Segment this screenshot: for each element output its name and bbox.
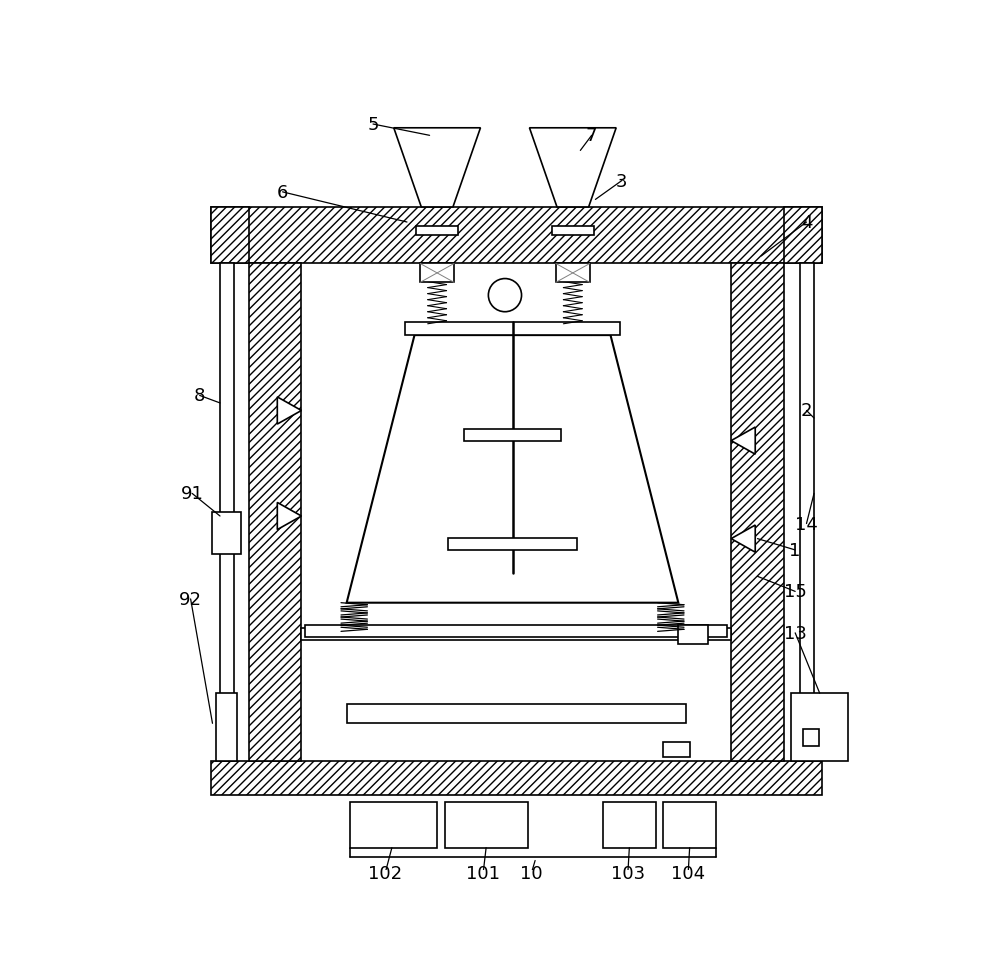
Text: 101: 101 [466,865,500,882]
Bar [211,207,249,264]
Text: 3: 3 [616,172,628,191]
Bar [556,264,590,283]
Bar [420,264,454,283]
Bar [350,803,437,848]
Polygon shape [277,397,301,424]
Bar [791,693,848,761]
Bar [803,730,819,746]
Bar [212,512,241,555]
Text: 5: 5 [367,116,379,134]
Bar [663,742,690,757]
Polygon shape [347,335,678,603]
Bar [448,538,577,551]
Text: 13: 13 [784,624,807,643]
Bar [784,207,822,264]
Text: 103: 103 [611,865,645,882]
Bar [249,264,301,761]
Bar [405,322,620,335]
Text: 15: 15 [784,583,807,600]
Text: 8: 8 [194,387,205,405]
Text: 10: 10 [520,865,543,882]
Polygon shape [277,503,301,530]
Bar [211,207,822,264]
Polygon shape [394,129,480,207]
Bar [678,625,708,645]
Bar [731,264,784,761]
Text: 92: 92 [179,591,202,608]
Bar [552,227,594,236]
Bar [305,626,727,638]
Bar [211,761,822,795]
Bar [220,264,234,761]
Circle shape [488,280,522,312]
Bar [445,803,528,848]
Bar [216,693,237,761]
Text: 91: 91 [181,485,204,503]
Text: 104: 104 [671,865,705,882]
Polygon shape [731,427,755,455]
Bar [464,429,561,441]
Polygon shape [529,129,616,207]
Bar [416,227,458,236]
Bar [301,629,731,641]
Text: 14: 14 [795,515,818,533]
Text: 7: 7 [586,127,597,145]
Bar [663,803,716,848]
Bar [800,264,814,761]
Text: 102: 102 [368,865,402,882]
Text: 1: 1 [789,542,801,559]
Text: 6: 6 [277,184,288,201]
Bar [603,803,656,848]
Text: 4: 4 [801,214,812,232]
Bar [347,705,686,724]
Polygon shape [731,525,755,553]
Text: 2: 2 [801,402,812,420]
